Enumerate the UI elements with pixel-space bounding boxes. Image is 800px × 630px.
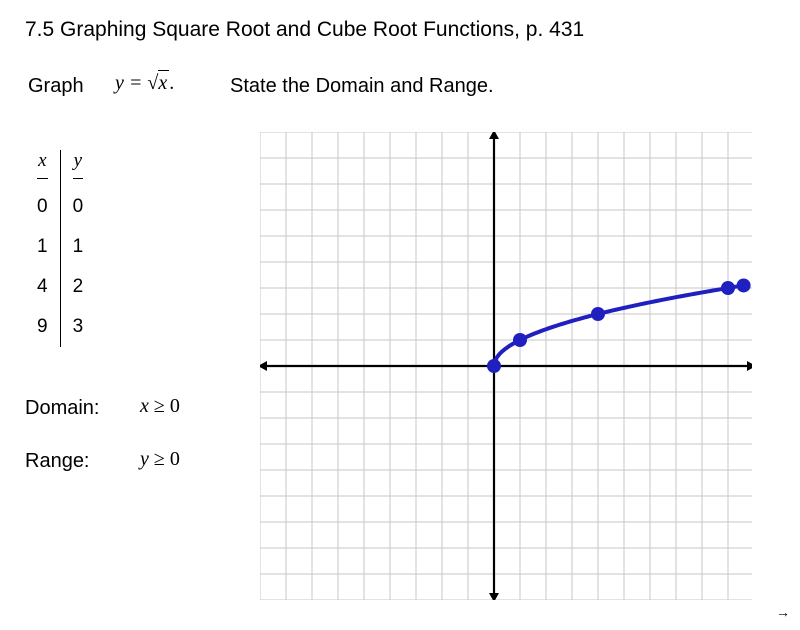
table-x-header: x bbox=[37, 150, 48, 179]
table-cell: 1 bbox=[37, 227, 48, 267]
table-cell: 0 bbox=[73, 187, 84, 227]
equation: y = √x. bbox=[115, 72, 174, 95]
range-expression: y ≥ 0 bbox=[140, 448, 180, 471]
state-label: State the Domain and Range. bbox=[230, 75, 494, 98]
domain-label: Domain: bbox=[25, 397, 99, 420]
arrow-icon: → bbox=[776, 604, 790, 620]
xy-table: x 0 1 4 9 y 0 1 2 3 bbox=[25, 150, 95, 347]
table-cell: 9 bbox=[37, 307, 48, 347]
graph-label: Graph bbox=[28, 75, 84, 98]
range-label: Range: bbox=[25, 450, 90, 473]
table-y-header: y bbox=[73, 150, 84, 179]
table-cell: 0 bbox=[37, 187, 48, 227]
page-title: 7.5 Graphing Square Root and Cube Root F… bbox=[25, 18, 584, 42]
table-cell: 1 bbox=[73, 227, 84, 267]
table-cell: 2 bbox=[73, 267, 84, 307]
table-cell: 4 bbox=[37, 267, 48, 307]
domain-expression: x ≥ 0 bbox=[140, 395, 180, 418]
table-cell: 3 bbox=[73, 307, 84, 347]
coordinate-graph bbox=[260, 132, 752, 600]
